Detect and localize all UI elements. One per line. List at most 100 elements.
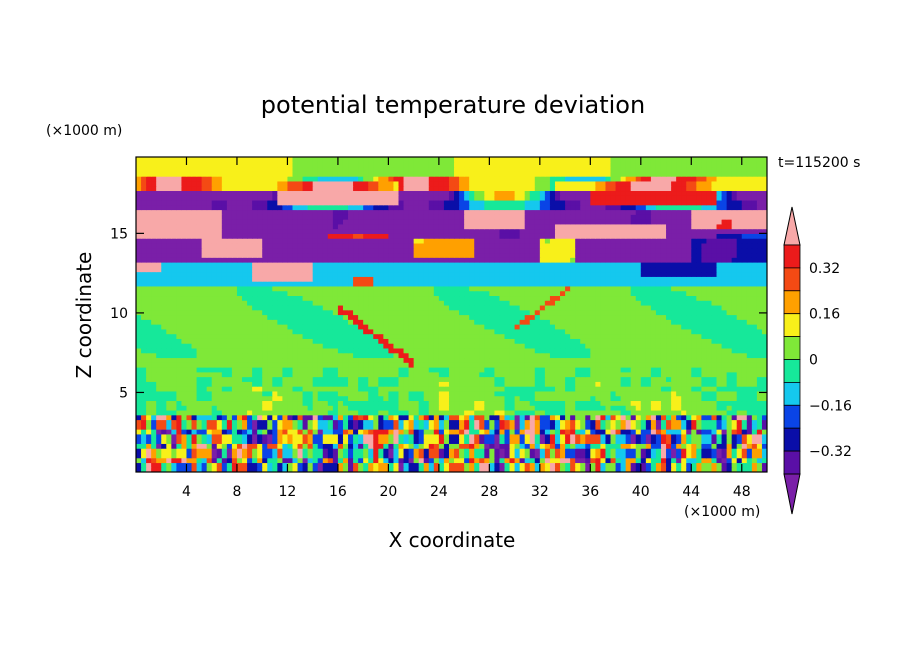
heatmap-cell	[479, 281, 485, 287]
heatmap-cell	[600, 381, 607, 387]
heatmap-cell	[655, 328, 662, 335]
heatmap-cell	[408, 290, 415, 297]
heatmap-cell	[721, 333, 728, 339]
heatmap-cell	[373, 352, 379, 359]
heatmap-cell	[701, 309, 708, 316]
heatmap-cell	[681, 414, 687, 421]
heatmap-cell	[741, 295, 748, 301]
heatmap-cell	[494, 433, 501, 440]
heatmap-cell	[716, 347, 723, 354]
heatmap-cell	[484, 352, 490, 359]
heatmap-cell	[337, 386, 344, 392]
heatmap-cell	[141, 347, 147, 354]
heatmap-cell	[186, 300, 193, 306]
heatmap-cell	[428, 452, 435, 459]
heatmap-cell	[736, 304, 743, 311]
heatmap-cell	[539, 314, 546, 320]
heatmap-cell	[600, 443, 607, 449]
heatmap-cell	[252, 371, 258, 378]
heatmap-cell	[640, 376, 647, 382]
heatmap-cell	[438, 395, 445, 402]
heatmap-cell	[514, 324, 521, 330]
heatmap-cell	[575, 414, 581, 421]
heatmap-cell	[267, 414, 273, 421]
heatmap-cell	[368, 424, 374, 430]
heatmap-cell	[221, 429, 228, 435]
heatmap-cell	[570, 290, 576, 297]
heatmap-cell	[368, 333, 374, 339]
heatmap-cell	[751, 290, 758, 297]
heatmap-cell	[671, 371, 677, 378]
heatmap-cell	[176, 467, 183, 472]
heatmap-cell	[600, 309, 607, 316]
heatmap-cell	[544, 386, 551, 392]
heatmap-cell	[368, 381, 374, 387]
heatmap-cell	[272, 409, 278, 416]
heatmap-cell	[236, 462, 243, 468]
heatmap-cell	[403, 462, 410, 468]
heatmap-cell	[529, 357, 536, 363]
heatmap-cell	[393, 462, 400, 468]
heatmap-cell	[721, 419, 728, 425]
heatmap-cell	[605, 400, 612, 406]
heatmap-cell	[655, 409, 662, 416]
heatmap-cell	[489, 314, 496, 320]
heatmap-cell	[721, 324, 728, 330]
heatmap-cell	[418, 395, 425, 402]
heatmap-cell	[403, 290, 410, 297]
heatmap-cell	[580, 405, 586, 411]
heatmap-cell	[489, 304, 496, 311]
heatmap-cell	[231, 386, 238, 392]
heatmap-cell	[625, 395, 632, 402]
heatmap-cell	[176, 433, 183, 440]
heatmap-cell	[211, 371, 218, 378]
heatmap-cell	[479, 309, 485, 316]
heatmap-cell	[136, 304, 142, 311]
heatmap-cell	[146, 333, 152, 339]
heatmap-cell	[292, 438, 299, 444]
heatmap-cell	[141, 462, 147, 468]
heatmap-cell	[196, 324, 203, 330]
heatmap-cell	[186, 319, 193, 325]
heatmap-cell	[418, 285, 425, 292]
heatmap-cell	[307, 457, 314, 464]
heatmap-cell	[236, 386, 243, 392]
heatmap-cell	[156, 300, 162, 306]
heatmap-cell	[706, 338, 713, 344]
heatmap-cell	[216, 357, 223, 363]
heatmap-cell	[307, 452, 314, 459]
heatmap-cell	[141, 319, 147, 325]
heatmap-cell	[262, 347, 268, 354]
heatmap-cell	[302, 314, 309, 320]
y-unit-label: (×1000 m)	[46, 123, 122, 139]
heatmap-cell	[141, 433, 147, 440]
heatmap-cell	[524, 295, 531, 301]
heatmap-cell	[141, 290, 147, 297]
heatmap-cell	[504, 371, 511, 378]
heatmap-cell	[141, 419, 147, 425]
heatmap-cell	[524, 285, 531, 292]
heatmap-cell	[544, 295, 551, 301]
heatmap-cell	[731, 381, 738, 387]
heatmap-cell	[166, 309, 172, 316]
heatmap-cell	[514, 448, 521, 454]
heatmap-cell	[494, 400, 501, 406]
heatmap-cell	[539, 328, 546, 335]
heatmap-cell	[297, 438, 304, 444]
heatmap-cell	[741, 419, 748, 425]
heatmap-cell	[348, 333, 354, 339]
heatmap-cell	[368, 400, 374, 406]
heatmap-cell	[605, 381, 612, 387]
heatmap-cell	[666, 467, 672, 472]
heatmap-cell	[257, 386, 263, 392]
heatmap-cell	[252, 357, 258, 363]
heatmap-cell	[358, 429, 364, 435]
heatmap-cell	[544, 390, 551, 397]
heatmap-cell	[211, 400, 218, 406]
heatmap-cell	[171, 405, 177, 411]
heatmap-cell	[388, 452, 395, 459]
heatmap-cell	[403, 448, 410, 454]
heatmap-cell	[474, 386, 480, 392]
heatmap-cell	[307, 390, 314, 397]
heatmap-cell	[378, 295, 384, 301]
